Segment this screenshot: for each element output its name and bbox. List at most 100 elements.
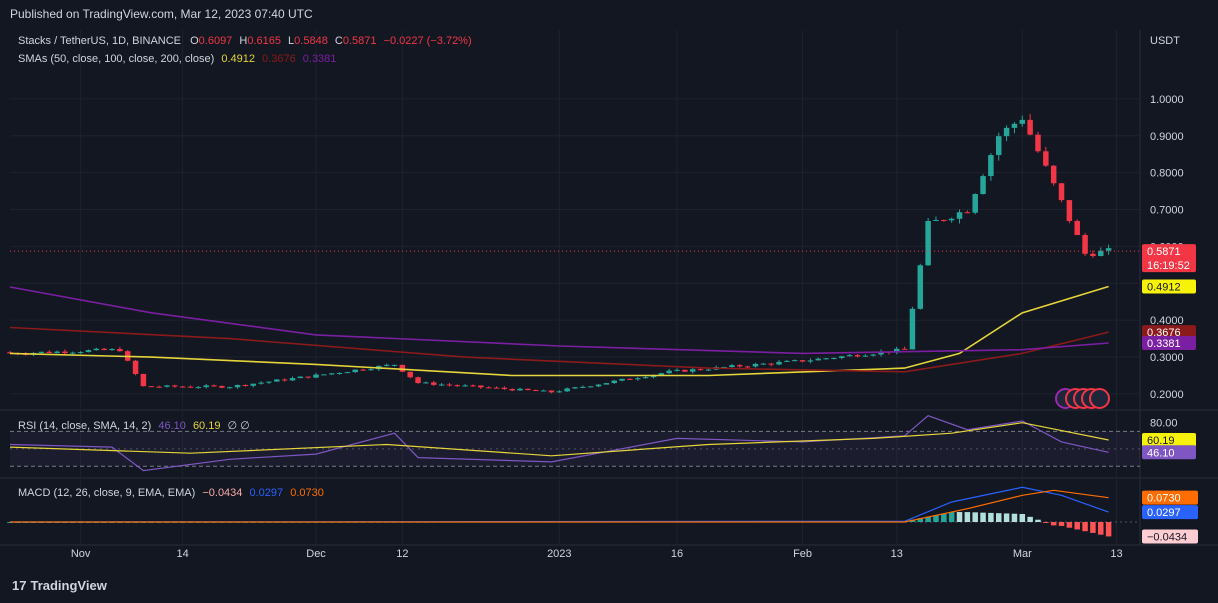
candle: [556, 391, 563, 393]
macd-signal-value: 0.0730: [290, 487, 324, 499]
candle: [1074, 220, 1080, 236]
candle: [697, 369, 704, 371]
candle: [438, 384, 445, 386]
rsi-legend: RSI (14, close, SMA, 14, 2) 46.10 60.19 …: [18, 419, 250, 432]
candle: [77, 352, 84, 354]
macd-signal-line: [10, 489, 1109, 523]
candle: [815, 358, 822, 361]
candle: [250, 383, 257, 386]
candle: [1027, 119, 1033, 135]
macd-histogram-bar: [1003, 513, 1010, 522]
candle: [619, 378, 625, 381]
currency-label: USDT: [1150, 35, 1180, 47]
rsi-title[interactable]: RSI (14, close, SMA, 14, 2): [18, 420, 152, 432]
macd-title[interactable]: MACD (12, 26, close, 9, EMA, EMA): [18, 487, 196, 499]
y-tick-label: 0.9000: [1150, 131, 1184, 143]
open-label: O: [190, 35, 199, 47]
candle: [211, 385, 217, 387]
candle: [996, 136, 1002, 156]
candle: [1043, 151, 1049, 166]
trading-chart[interactable]: 0.20000.30000.40000.50000.60000.70000.80…: [0, 30, 1218, 568]
candle: [399, 364, 406, 372]
candle: [988, 155, 994, 177]
symbol-title[interactable]: Stacks / TetherUS, 1D, BINANCE: [18, 35, 182, 47]
sma50-value: 0.4912: [221, 53, 255, 65]
candle: [744, 366, 751, 368]
candle: [658, 373, 665, 375]
candle: [925, 221, 931, 266]
sma-line-200: [9, 286, 1109, 355]
candle: [266, 381, 272, 383]
us-flag-icon[interactable]: [1089, 388, 1110, 409]
macd-histogram-bar: [1043, 522, 1049, 523]
candle: [289, 378, 296, 381]
last-price-label: 0.5871: [1147, 246, 1181, 258]
x-tick-label: 12: [396, 548, 408, 560]
macd-histogram-bar: [956, 512, 963, 522]
candle: [1011, 123, 1018, 128]
y-tick-label: 0.2000: [1150, 389, 1184, 401]
candle: [878, 351, 884, 355]
macd-histogram-bar: [988, 512, 994, 522]
high-value: 0.6165: [247, 35, 281, 47]
low-value: 0.5848: [294, 35, 328, 47]
macd-histogram-bar: [996, 513, 1002, 522]
candle: [729, 365, 735, 367]
rsi-sma-label: 60.19: [1147, 435, 1175, 447]
candle: [344, 372, 351, 374]
macd-histogram-bar: [917, 518, 924, 522]
candle: [140, 373, 147, 387]
candle: [187, 386, 194, 388]
sma50-price-tag: [1142, 279, 1196, 294]
macd-label: 0.0297: [1147, 507, 1181, 519]
macd-histogram-bar: [1074, 522, 1080, 530]
candle: [1050, 165, 1057, 184]
sma-line-100: [9, 326, 1109, 373]
candle: [242, 384, 249, 386]
candle: [846, 355, 853, 357]
candle: [870, 354, 876, 356]
macd-histogram-bar: [1027, 516, 1033, 522]
x-tick-label: Nov: [71, 548, 91, 560]
candle: [1066, 200, 1073, 221]
y-tick-label: 1.0000: [1150, 94, 1184, 106]
candle: [807, 360, 814, 362]
candle: [1098, 250, 1104, 257]
y-tick-label: 0.3000: [1150, 352, 1184, 364]
candle: [893, 348, 900, 353]
candle: [164, 385, 170, 387]
candle: [54, 351, 60, 353]
sma50-price-label: 0.4912: [1147, 282, 1181, 294]
candle: [321, 374, 327, 376]
sma200-price-tag: [1142, 336, 1196, 351]
macd-hist-value: −0.0434: [202, 487, 243, 499]
candle: [682, 369, 688, 372]
candle: [297, 376, 304, 379]
x-tick-label: Mar: [1013, 548, 1032, 560]
candle: [423, 382, 429, 384]
tradingview-logo[interactable]: 17 TradingView: [12, 578, 107, 593]
candle: [446, 384, 453, 386]
sma-title[interactable]: SMAs (50, close, 100, close, 200, close): [18, 53, 215, 65]
candle: [462, 385, 468, 387]
candle: [1003, 127, 1010, 137]
macd-tag: [1142, 505, 1198, 520]
macd-histogram-bar: [1035, 519, 1041, 522]
rsi-label: 46.10: [1147, 447, 1175, 459]
candle: [470, 385, 476, 387]
macd-histogram-bar: [972, 512, 978, 522]
candle: [917, 265, 924, 309]
last-price-tag: [1142, 244, 1196, 273]
candle: [7, 352, 13, 354]
candle: [360, 369, 366, 371]
candle: [1058, 183, 1065, 201]
footer: 17 TradingView: [0, 568, 1218, 603]
rsi-extra: ∅ ∅: [227, 420, 250, 432]
macd-value: 0.0297: [249, 487, 284, 499]
candle: [862, 355, 869, 357]
candle: [533, 390, 539, 392]
rsi-value: 46.10: [158, 420, 186, 432]
rsi-tick-label: 80.00: [1150, 418, 1178, 430]
candle: [776, 361, 782, 365]
candle: [517, 388, 523, 391]
